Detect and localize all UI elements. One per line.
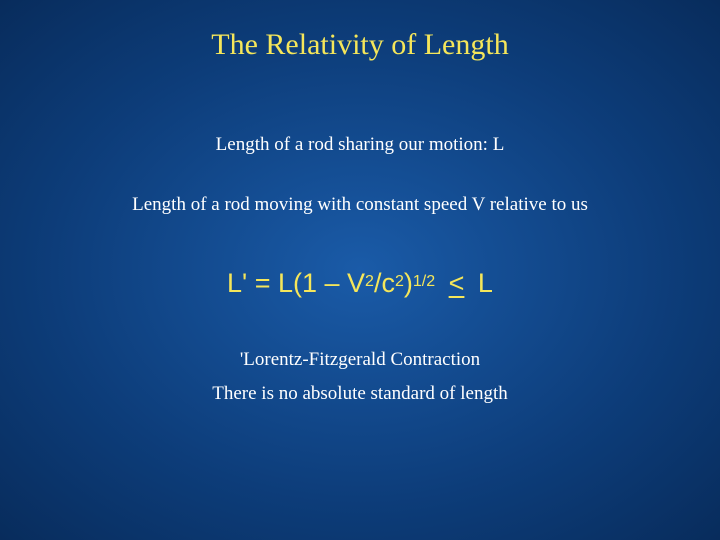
body-line-3: 'Lorentz-Fitzgerald Contraction [240, 349, 480, 371]
formula-lhs: L' = L(1 – V [227, 268, 365, 299]
formula-exp3: 1/2 [413, 273, 435, 291]
formula-le: < [449, 268, 465, 299]
body-line-1: Length of a rod sharing our motion: L [216, 134, 505, 156]
formula-mid1: /c [374, 268, 395, 299]
formula-exp2: 2 [395, 273, 404, 291]
formula: L' = L(1 – V2/c2)1/2 < L [227, 268, 493, 299]
formula-exp1: 2 [365, 273, 374, 291]
formula-mid2: ) [404, 268, 413, 299]
formula-rhs: L [478, 268, 493, 299]
body-line-2: Length of a rod moving with constant spe… [132, 194, 588, 216]
body-line-4: There is no absolute standard of length [212, 383, 507, 405]
slide: The Relativity of Length Length of a rod… [0, 0, 720, 540]
slide-title: The Relativity of Length [211, 28, 508, 62]
